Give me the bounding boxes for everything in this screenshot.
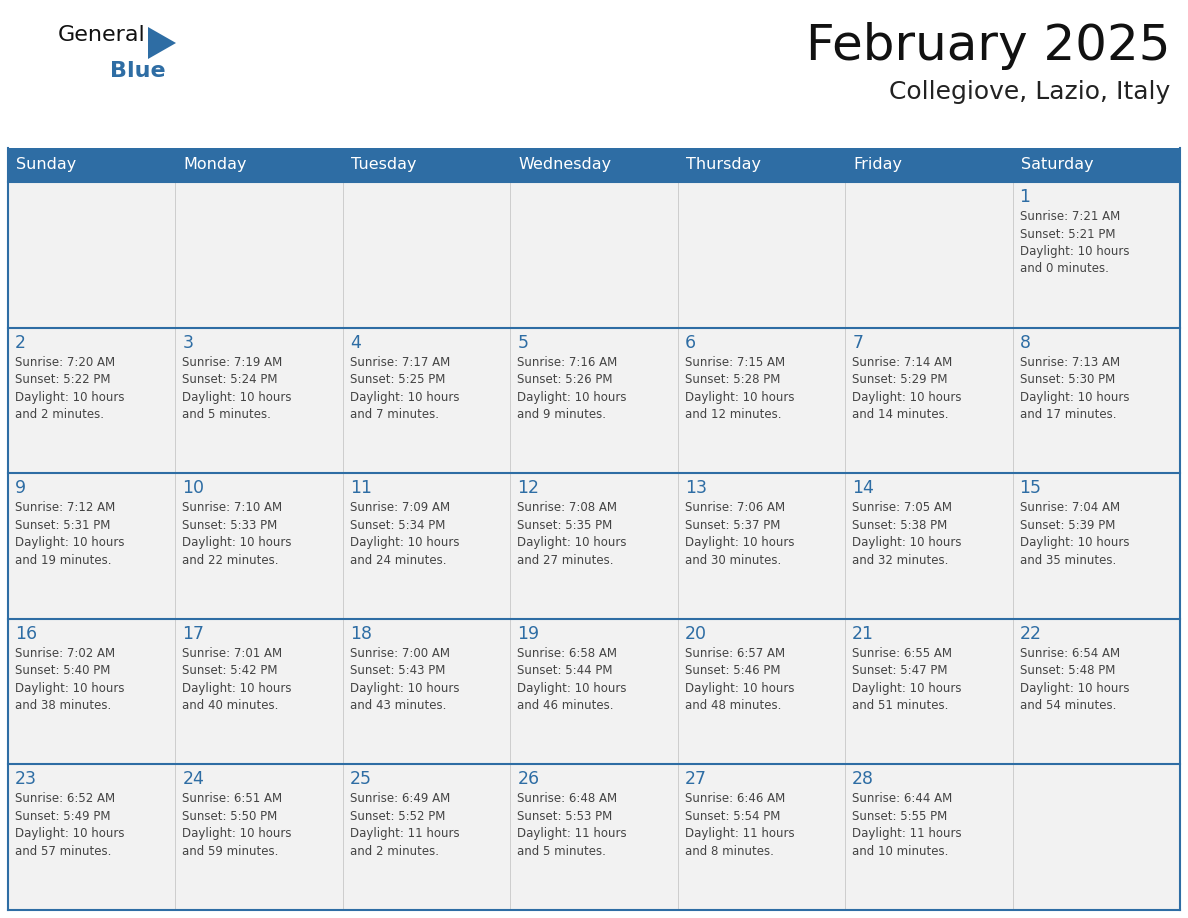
Text: Sunrise: 7:12 AM
Sunset: 5:31 PM
Daylight: 10 hours
and 19 minutes.: Sunrise: 7:12 AM Sunset: 5:31 PM Dayligh…	[15, 501, 125, 566]
Text: 6: 6	[684, 333, 696, 352]
Text: 22: 22	[1019, 625, 1042, 643]
Bar	[8, 148, 1180, 182]
Bar	[8, 328, 1180, 473]
Text: Sunrise: 6:54 AM
Sunset: 5:48 PM
Daylight: 10 hours
and 54 minutes.: Sunrise: 6:54 AM Sunset: 5:48 PM Dayligh…	[1019, 647, 1129, 712]
Text: Collegiove, Lazio, Italy: Collegiove, Lazio, Italy	[889, 80, 1170, 104]
Text: Friday: Friday	[853, 158, 902, 173]
Text: Sunrise: 7:10 AM
Sunset: 5:33 PM
Daylight: 10 hours
and 22 minutes.: Sunrise: 7:10 AM Sunset: 5:33 PM Dayligh…	[183, 501, 292, 566]
Text: 10: 10	[183, 479, 204, 498]
Text: 1: 1	[1019, 188, 1030, 206]
Bar	[8, 473, 1180, 619]
Text: 24: 24	[183, 770, 204, 789]
Text: Saturday: Saturday	[1020, 158, 1093, 173]
Text: Monday: Monday	[183, 158, 247, 173]
Text: Sunrise: 7:08 AM
Sunset: 5:35 PM
Daylight: 10 hours
and 27 minutes.: Sunrise: 7:08 AM Sunset: 5:35 PM Dayligh…	[517, 501, 627, 566]
Text: Sunrise: 7:17 AM
Sunset: 5:25 PM
Daylight: 10 hours
and 7 minutes.: Sunrise: 7:17 AM Sunset: 5:25 PM Dayligh…	[349, 355, 460, 421]
Text: 23: 23	[15, 770, 37, 789]
Text: 17: 17	[183, 625, 204, 643]
Text: 12: 12	[517, 479, 539, 498]
Text: 21: 21	[852, 625, 874, 643]
Text: Sunrise: 6:58 AM
Sunset: 5:44 PM
Daylight: 10 hours
and 46 minutes.: Sunrise: 6:58 AM Sunset: 5:44 PM Dayligh…	[517, 647, 627, 712]
Text: Wednesday: Wednesday	[518, 158, 612, 173]
Bar	[8, 619, 1180, 765]
Text: Sunrise: 7:09 AM
Sunset: 5:34 PM
Daylight: 10 hours
and 24 minutes.: Sunrise: 7:09 AM Sunset: 5:34 PM Dayligh…	[349, 501, 460, 566]
Text: Sunrise: 7:04 AM
Sunset: 5:39 PM
Daylight: 10 hours
and 35 minutes.: Sunrise: 7:04 AM Sunset: 5:39 PM Dayligh…	[1019, 501, 1129, 566]
Text: 20: 20	[684, 625, 707, 643]
Text: 3: 3	[183, 333, 194, 352]
Text: 26: 26	[517, 770, 539, 789]
Text: 15: 15	[1019, 479, 1042, 498]
Text: 14: 14	[852, 479, 874, 498]
Text: Sunrise: 6:46 AM
Sunset: 5:54 PM
Daylight: 11 hours
and 8 minutes.: Sunrise: 6:46 AM Sunset: 5:54 PM Dayligh…	[684, 792, 795, 858]
Text: Sunrise: 6:57 AM
Sunset: 5:46 PM
Daylight: 10 hours
and 48 minutes.: Sunrise: 6:57 AM Sunset: 5:46 PM Dayligh…	[684, 647, 795, 712]
Text: 8: 8	[1019, 333, 1030, 352]
Text: Sunday: Sunday	[15, 158, 76, 173]
Text: 2: 2	[15, 333, 26, 352]
Text: 9: 9	[15, 479, 26, 498]
Text: Sunrise: 7:13 AM
Sunset: 5:30 PM
Daylight: 10 hours
and 17 minutes.: Sunrise: 7:13 AM Sunset: 5:30 PM Dayligh…	[1019, 355, 1129, 421]
Text: Sunrise: 6:55 AM
Sunset: 5:47 PM
Daylight: 10 hours
and 51 minutes.: Sunrise: 6:55 AM Sunset: 5:47 PM Dayligh…	[852, 647, 961, 712]
Text: 18: 18	[349, 625, 372, 643]
Text: Sunrise: 6:44 AM
Sunset: 5:55 PM
Daylight: 11 hours
and 10 minutes.: Sunrise: 6:44 AM Sunset: 5:55 PM Dayligh…	[852, 792, 962, 858]
Text: Thursday: Thursday	[685, 158, 760, 173]
Text: Sunrise: 6:52 AM
Sunset: 5:49 PM
Daylight: 10 hours
and 57 minutes.: Sunrise: 6:52 AM Sunset: 5:49 PM Dayligh…	[15, 792, 125, 858]
Polygon shape	[148, 27, 176, 59]
Text: Sunrise: 7:05 AM
Sunset: 5:38 PM
Daylight: 10 hours
and 32 minutes.: Sunrise: 7:05 AM Sunset: 5:38 PM Dayligh…	[852, 501, 961, 566]
Text: 11: 11	[349, 479, 372, 498]
Bar	[8, 765, 1180, 910]
Text: Sunrise: 7:14 AM
Sunset: 5:29 PM
Daylight: 10 hours
and 14 minutes.: Sunrise: 7:14 AM Sunset: 5:29 PM Dayligh…	[852, 355, 961, 421]
Text: 16: 16	[15, 625, 37, 643]
Text: Sunrise: 7:20 AM
Sunset: 5:22 PM
Daylight: 10 hours
and 2 minutes.: Sunrise: 7:20 AM Sunset: 5:22 PM Dayligh…	[15, 355, 125, 421]
Text: Sunrise: 7:00 AM
Sunset: 5:43 PM
Daylight: 10 hours
and 43 minutes.: Sunrise: 7:00 AM Sunset: 5:43 PM Dayligh…	[349, 647, 460, 712]
Bar	[8, 182, 1180, 328]
Text: Sunrise: 7:16 AM
Sunset: 5:26 PM
Daylight: 10 hours
and 9 minutes.: Sunrise: 7:16 AM Sunset: 5:26 PM Dayligh…	[517, 355, 627, 421]
Text: Sunrise: 6:49 AM
Sunset: 5:52 PM
Daylight: 11 hours
and 2 minutes.: Sunrise: 6:49 AM Sunset: 5:52 PM Dayligh…	[349, 792, 460, 858]
Text: 5: 5	[517, 333, 529, 352]
Text: 27: 27	[684, 770, 707, 789]
Text: 4: 4	[349, 333, 361, 352]
Text: Tuesday: Tuesday	[350, 158, 416, 173]
Text: 25: 25	[349, 770, 372, 789]
Text: Sunrise: 6:51 AM
Sunset: 5:50 PM
Daylight: 10 hours
and 59 minutes.: Sunrise: 6:51 AM Sunset: 5:50 PM Dayligh…	[183, 792, 292, 858]
Text: 7: 7	[852, 333, 864, 352]
Text: General: General	[58, 25, 146, 45]
Text: Sunrise: 7:01 AM
Sunset: 5:42 PM
Daylight: 10 hours
and 40 minutes.: Sunrise: 7:01 AM Sunset: 5:42 PM Dayligh…	[183, 647, 292, 712]
Text: Sunrise: 7:02 AM
Sunset: 5:40 PM
Daylight: 10 hours
and 38 minutes.: Sunrise: 7:02 AM Sunset: 5:40 PM Dayligh…	[15, 647, 125, 712]
Text: Sunrise: 7:21 AM
Sunset: 5:21 PM
Daylight: 10 hours
and 0 minutes.: Sunrise: 7:21 AM Sunset: 5:21 PM Dayligh…	[1019, 210, 1129, 275]
Text: Sunrise: 7:19 AM
Sunset: 5:24 PM
Daylight: 10 hours
and 5 minutes.: Sunrise: 7:19 AM Sunset: 5:24 PM Dayligh…	[183, 355, 292, 421]
Text: 13: 13	[684, 479, 707, 498]
Text: 19: 19	[517, 625, 539, 643]
Text: 28: 28	[852, 770, 874, 789]
Text: Sunrise: 7:06 AM
Sunset: 5:37 PM
Daylight: 10 hours
and 30 minutes.: Sunrise: 7:06 AM Sunset: 5:37 PM Dayligh…	[684, 501, 795, 566]
Text: February 2025: February 2025	[805, 22, 1170, 70]
Text: Sunrise: 6:48 AM
Sunset: 5:53 PM
Daylight: 11 hours
and 5 minutes.: Sunrise: 6:48 AM Sunset: 5:53 PM Dayligh…	[517, 792, 627, 858]
Text: Blue: Blue	[110, 61, 165, 81]
Text: Sunrise: 7:15 AM
Sunset: 5:28 PM
Daylight: 10 hours
and 12 minutes.: Sunrise: 7:15 AM Sunset: 5:28 PM Dayligh…	[684, 355, 795, 421]
